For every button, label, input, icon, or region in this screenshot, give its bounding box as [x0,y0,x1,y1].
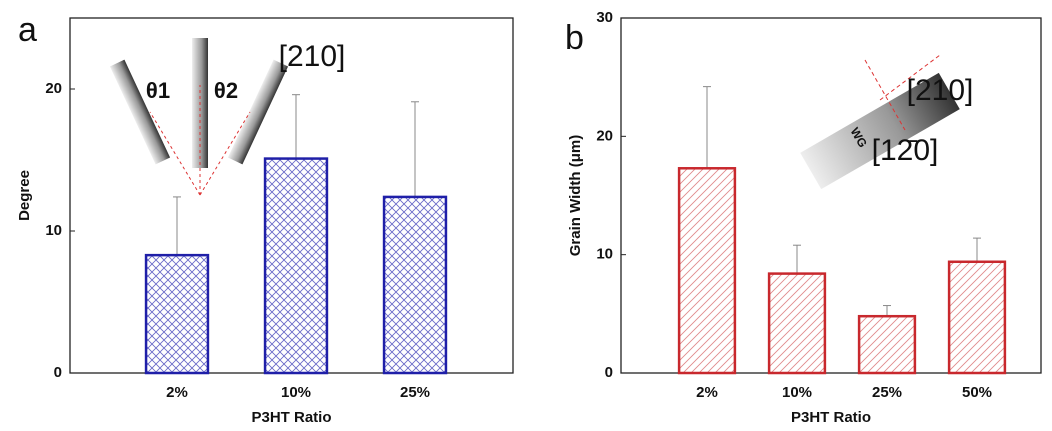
y-tick-label: 20 [45,80,62,97]
bar [767,272,827,375]
inset-b [800,54,960,190]
annotation: θ1 [146,78,170,103]
x-axis-label: P3HT Ratio [791,409,871,426]
panel-label: b [565,19,584,57]
bar [947,260,1007,375]
bar [263,157,329,375]
y-tick-label: 0 [54,364,62,381]
annotation: [210] [907,74,974,107]
plot-frame [620,17,1042,374]
bar [382,195,448,375]
annotation: θ2 [214,78,238,103]
bar [144,253,210,375]
x-tick-label: 2% [696,384,718,401]
y-tick-label: 10 [596,246,613,263]
panel-label: a [18,11,37,49]
y-tick-label: 0 [605,364,613,381]
bar [857,314,917,375]
x-tick-label: 10% [782,384,812,401]
x-tick-label: 2% [166,384,188,401]
bar [677,167,737,375]
x-tick-label: 10% [281,384,311,401]
inset-a [109,38,289,196]
y-tick-label: 10 [45,222,62,239]
y-axis-label: Degree [16,170,33,221]
y-tick-label: 30 [596,9,613,26]
x-axis-label: P3HT Ratio [251,409,331,426]
x-tick-label: 25% [400,384,430,401]
y-axis-label: Grain Width (μm) [567,135,584,257]
annotation: [12̄0] [872,134,939,167]
x-tick-label: 25% [872,384,902,401]
x-tick-label: 50% [962,384,992,401]
annotation: [210] [279,40,346,73]
y-tick-label: 20 [596,127,613,144]
